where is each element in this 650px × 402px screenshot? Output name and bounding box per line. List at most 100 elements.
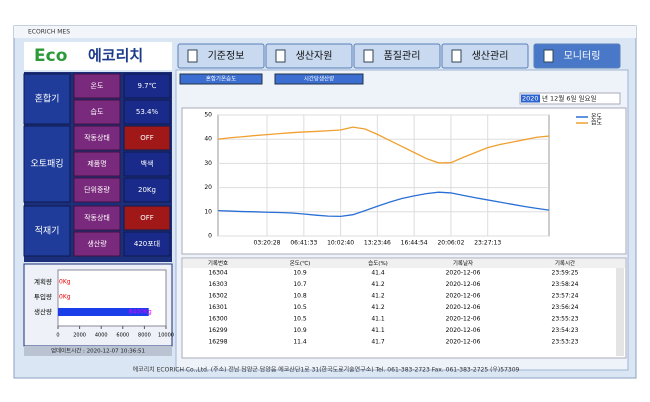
y-tick-label: 40 [204, 136, 212, 143]
tab[interactable] [179, 73, 263, 85]
section-label-cell [23, 205, 71, 257]
status-key-cell [73, 205, 121, 231]
x-tick-label: 13:23:46 [364, 240, 391, 247]
table-cell: 23:58:24 [552, 281, 579, 288]
date-year-text: 2020 [522, 95, 539, 103]
table-cell: 41.4 [371, 270, 385, 277]
table-cell: 16304 [208, 270, 227, 277]
status-value: 백색 [141, 159, 154, 168]
table-cell: 41.1 [371, 316, 385, 323]
date-picker[interactable] [519, 92, 621, 105]
nav-button[interactable] [177, 43, 265, 69]
title-bar [14, 26, 636, 38]
x-tick-label: 8000 [138, 333, 151, 339]
table-cell: 10.5 [293, 304, 307, 311]
bar-label: 0Kg [59, 294, 71, 301]
date-year: 2020 [522, 95, 539, 103]
table-panel [181, 257, 627, 359]
series-line [217, 191, 550, 218]
table-cell: 2020-12-06 [446, 327, 481, 334]
table-cell: 16303 [208, 281, 227, 288]
update-bar [24, 346, 172, 356]
logo-brand: Eco [34, 46, 67, 66]
status-key: 작동상태 [84, 213, 110, 222]
section-label-cell [23, 125, 71, 203]
update-time: 업데이트시간 : 2020-12-07 10:36:51 [51, 347, 145, 355]
y-tick-label: 20 [204, 184, 212, 191]
table-cell: 16301 [208, 304, 227, 311]
status-key-cell [73, 99, 121, 125]
nav-button[interactable] [353, 43, 441, 69]
x-tick-label: 16:44:54 [401, 240, 428, 247]
table-header: 기록시간 [555, 259, 575, 267]
table-cell: 41.2 [371, 281, 385, 288]
status-key: 습도 [91, 107, 104, 116]
status-value-cell [123, 205, 171, 231]
nav-label: 기준정보 [208, 50, 245, 62]
table-cell: 41.7 [371, 339, 385, 346]
status-value: 20Kg [138, 186, 156, 194]
table-scrollbar[interactable] [616, 268, 624, 356]
nav-button[interactable] [441, 43, 529, 69]
table-header: 기록날자 [453, 259, 473, 267]
tab[interactable] [274, 73, 364, 85]
nav-label: 생산관리 [472, 50, 509, 62]
status-value: OFF [140, 134, 154, 142]
table-cell: 2020-12-06 [446, 281, 481, 288]
status-key: 온도 [91, 82, 104, 90]
section-label: 적재기 [35, 225, 60, 237]
x-tick-label: 20:06:02 [437, 240, 464, 247]
y-tick-label: 10 [204, 208, 212, 215]
table-cell: 10.9 [293, 327, 307, 334]
table-cell: 23:55:23 [552, 316, 579, 323]
nav-label: 품질관리 [384, 50, 421, 62]
nav-icon [187, 49, 198, 63]
x-tick-label: 0 [56, 333, 59, 339]
status-value-cell [123, 151, 171, 177]
nav-label: 생산자원 [296, 50, 333, 62]
table-header: 습도(%) [368, 259, 388, 267]
status-value: 53.4% [136, 108, 159, 116]
table-cell: 41.2 [371, 293, 385, 300]
status-value: 420포대 [134, 240, 160, 248]
nav-icon [543, 49, 554, 63]
table-cell: 2020-12-06 [446, 316, 481, 323]
table-cell: 2020-12-06 [446, 304, 481, 311]
status-key: 생산량 [87, 239, 107, 248]
table-cell: 10.9 [293, 270, 307, 277]
table-cell: 2020-12-06 [446, 339, 481, 346]
nav-label: 모니터링 [564, 50, 601, 62]
table-cell: 16299 [208, 327, 227, 334]
plot-area [217, 114, 550, 237]
status-value-cell [123, 231, 171, 257]
table-cell: 10.7 [293, 281, 307, 288]
nav-button[interactable] [533, 43, 621, 69]
nav-button[interactable] [265, 43, 353, 69]
status-key-cell [73, 177, 121, 203]
table-cell: 23:57:24 [552, 293, 579, 300]
tab-label: 시간당생산량 [304, 75, 334, 83]
nav-icon [451, 49, 462, 63]
tab-label: 혼합기온습도 [206, 75, 236, 83]
table-cell: 23:54:23 [552, 327, 579, 334]
table-cell: 2020-12-06 [446, 270, 481, 277]
bar-label: 8400Kg [129, 309, 152, 316]
table-cell: 11.4 [293, 339, 307, 346]
x-tick-label: 2000 [73, 333, 86, 339]
date-highlight [521, 94, 540, 103]
x-tick-label: 03:20:28 [254, 240, 281, 247]
section-label: 혼합기 [35, 93, 60, 105]
status-key-cell [73, 151, 121, 177]
status-key-cell [73, 73, 121, 99]
status-key-cell [73, 231, 121, 257]
logo-name: 에코리치 [88, 47, 143, 65]
table-cell: 10.8 [293, 293, 307, 300]
production-plot [57, 269, 167, 327]
y-tick-label: 50 [204, 112, 212, 119]
status-value-cell [123, 125, 171, 151]
table-cell: 2020-12-06 [446, 293, 481, 300]
bar [58, 308, 149, 316]
y-tick-label: 30 [204, 160, 212, 167]
